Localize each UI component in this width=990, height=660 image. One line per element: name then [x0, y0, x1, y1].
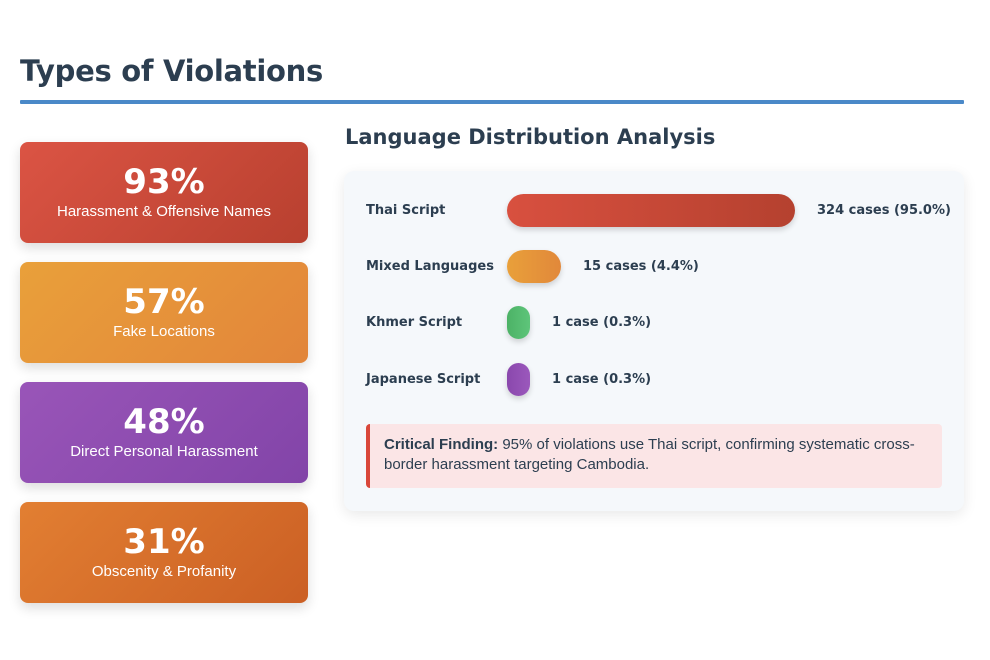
title-divider	[20, 100, 964, 104]
page-title: Types of Violations	[20, 54, 323, 88]
bar-row-thai: Thai Script 324 cases (95.0%)	[344, 194, 964, 228]
stat-value: 31%	[123, 522, 205, 562]
bar-label: Khmer Script	[366, 315, 463, 330]
bar-row-khmer: Khmer Script 1 case (0.3%)	[344, 306, 964, 340]
stat-label: Fake Locations	[113, 323, 215, 340]
bar-label: Japanese Script	[366, 372, 481, 387]
bar-mixed	[507, 250, 561, 283]
stat-card-fake-locations: 57% Fake Locations	[20, 262, 308, 363]
bar-label: Thai Script	[366, 203, 446, 218]
bar-japanese	[507, 363, 530, 396]
stat-value: 48%	[123, 402, 205, 442]
stat-card-personal-harassment: 48% Direct Personal Harassment	[20, 382, 308, 483]
stat-cards: 93% Harassment & Offensive Names 57% Fak…	[20, 142, 308, 622]
stat-value: 57%	[123, 282, 205, 322]
section-title: Language Distribution Analysis	[345, 125, 716, 149]
language-distribution-panel: Thai Script 324 cases (95.0%) Mixed Lang…	[344, 171, 964, 511]
stat-card-obscenity: 31% Obscenity & Profanity	[20, 502, 308, 603]
bar-value: 324 cases (95.0%)	[817, 203, 951, 218]
stat-label: Direct Personal Harassment	[70, 443, 258, 460]
bar-row-japanese: Japanese Script 1 case (0.3%)	[344, 363, 964, 397]
bar-thai	[507, 194, 795, 227]
stat-label: Obscenity & Profanity	[91, 563, 237, 580]
stat-label: Harassment & Offensive Names	[57, 203, 271, 220]
bar-khmer	[507, 306, 530, 339]
stat-card-harassment: 93% Harassment & Offensive Names	[20, 142, 308, 243]
bar-value: 15 cases (4.4%)	[583, 259, 699, 274]
bar-value: 1 case (0.3%)	[552, 315, 652, 330]
finding-text: 95% of violations use Thai script, confi…	[384, 436, 915, 473]
stat-value: 93%	[123, 162, 205, 202]
bar-row-mixed: Mixed Languages 15 cases (4.4%)	[344, 250, 964, 284]
bar-label: Mixed Languages	[366, 259, 494, 274]
bar-value: 1 case (0.3%)	[552, 372, 652, 387]
finding-label: Critical Finding:	[384, 436, 499, 453]
critical-finding-callout: Critical Finding: 95% of violations use …	[366, 424, 942, 488]
